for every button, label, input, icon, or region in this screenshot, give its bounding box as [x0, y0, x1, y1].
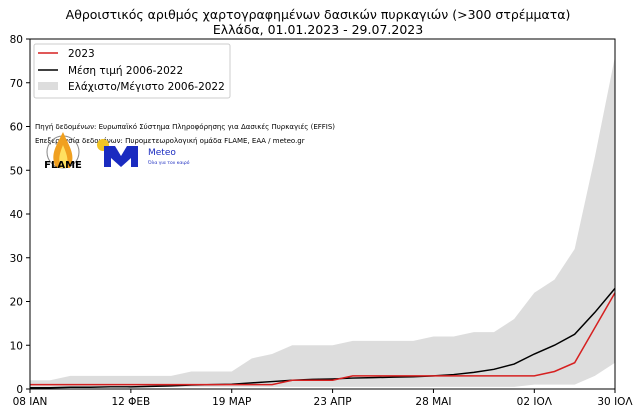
legend-label-mean: Μέση τιμή 2006-2022 [68, 65, 183, 77]
y-tick-label: 20 [10, 297, 23, 309]
legend-swatch-band [38, 82, 58, 90]
y-tick-label: 30 [10, 253, 23, 265]
flame-logo-text: FLAME [44, 160, 82, 171]
legend-label-band: Ελάχιστο/Μέγιστο 2006-2022 [68, 81, 225, 93]
x-tick-label: 12 ΦΕΒ [111, 396, 150, 408]
y-tick-label: 10 [10, 340, 23, 352]
chart-title: Αθροιστικός αριθμός χαρτογραφημένων δασι… [66, 7, 571, 22]
meteo-tagline: Όλα για τον καιρό [147, 159, 190, 166]
flame-logo: FLAME [44, 132, 82, 171]
x-tick-label: 28 ΜΑΙ [415, 396, 451, 408]
min-max-band [30, 56, 615, 387]
series-line-mean [30, 287, 616, 389]
meteo-logo: Meteo Όλα για τον καιρό [97, 139, 190, 167]
legend: 2023 Μέση τιμή 2006-2022 Ελάχιστο/Μέγιστ… [33, 43, 231, 99]
x-tick-label: 23 ΑΠΡ [314, 396, 352, 408]
x-tick-label: 02 ΙΟΛ [517, 396, 553, 408]
legend-label-2023: 2023 [68, 48, 95, 60]
x-tick-label: 30 ΙΟΛ [597, 396, 633, 408]
x-tick-label: 08 ΙΑΝ [13, 396, 48, 408]
y-tick-label: 50 [10, 165, 23, 177]
y-tick-label: 70 [10, 78, 23, 90]
chart-subtitle: Ελλάδα, 01.01.2023 - 29.07.2023 [213, 22, 423, 37]
y-tick-label: 40 [10, 209, 23, 221]
y-tick-label: 0 [16, 384, 23, 396]
x-tick-label: 19 ΜΑΡ [212, 396, 251, 408]
y-tick-label: 80 [10, 34, 23, 46]
processing-note: Επεξεργασία δεδομένων: Πυρομετεωρολογική… [35, 137, 305, 145]
meteo-logo-text: Meteo [148, 148, 176, 158]
source-note: Πηγή δεδομένων: Ευρωπαϊκό Σύστημα Πληροφ… [35, 123, 335, 131]
series-line-2023 [30, 292, 616, 386]
y-tick-label: 60 [10, 122, 23, 134]
